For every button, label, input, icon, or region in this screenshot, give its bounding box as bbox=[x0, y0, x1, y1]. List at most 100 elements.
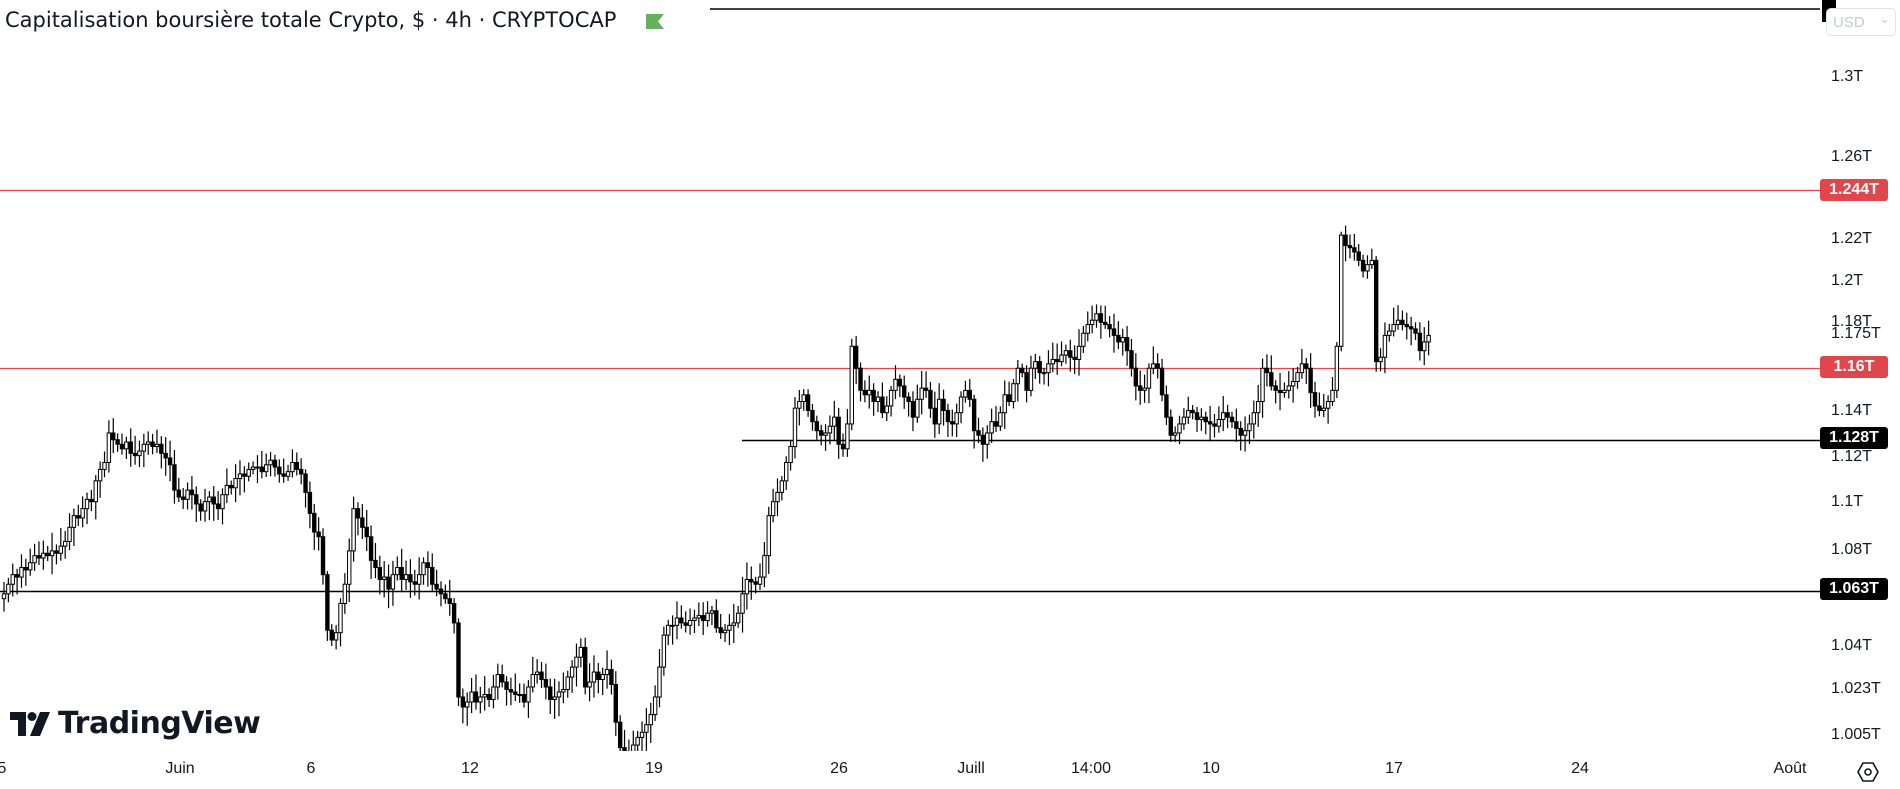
candle-down bbox=[281, 473, 286, 477]
price-axis-label: 1.08T bbox=[1831, 541, 1872, 558]
candle-down bbox=[1107, 324, 1112, 330]
candle-up bbox=[491, 686, 496, 700]
time-axis-label: Août bbox=[1773, 760, 1807, 777]
candle-up bbox=[1059, 354, 1064, 363]
candle-down bbox=[45, 552, 50, 557]
candle-down bbox=[714, 610, 719, 629]
candle-up bbox=[478, 696, 483, 703]
candle-down bbox=[194, 494, 199, 505]
gear-hexagon-icon[interactable] bbox=[1856, 760, 1880, 784]
candle-up bbox=[246, 468, 251, 477]
candle-up bbox=[775, 491, 780, 503]
candle-down bbox=[1207, 421, 1213, 425]
candle-down bbox=[701, 615, 706, 621]
candle-down bbox=[163, 452, 168, 459]
candle-up bbox=[84, 498, 90, 510]
candle-up bbox=[1422, 341, 1427, 352]
price-axis-label: 1.005T bbox=[1831, 726, 1881, 743]
candle-up bbox=[762, 555, 767, 578]
candle-down bbox=[810, 409, 815, 423]
candle-down bbox=[950, 421, 955, 425]
candle-up bbox=[884, 405, 889, 414]
price-axis-label: 1.12T bbox=[1831, 448, 1872, 465]
candle-up bbox=[591, 671, 597, 683]
candle-down bbox=[613, 683, 618, 723]
candle-down bbox=[513, 691, 518, 695]
candle-down bbox=[508, 688, 514, 693]
candle-down bbox=[596, 671, 601, 681]
candle-down bbox=[360, 517, 365, 528]
candle-down bbox=[932, 407, 938, 425]
candle-down bbox=[451, 602, 457, 624]
candle-up bbox=[779, 480, 785, 493]
candle-up bbox=[106, 432, 112, 464]
currency-select[interactable]: USD ⌄ bbox=[1826, 8, 1896, 36]
candle-up bbox=[233, 478, 238, 489]
candle-up bbox=[62, 540, 68, 547]
price-line-tag[interactable]: 1.16T bbox=[1820, 356, 1888, 378]
candle-up bbox=[224, 484, 230, 496]
candle-up bbox=[722, 629, 728, 634]
candle-down bbox=[993, 421, 999, 427]
candle-up bbox=[985, 432, 990, 445]
candle-down bbox=[945, 409, 951, 423]
candle-up bbox=[893, 378, 898, 391]
candle-up bbox=[395, 567, 400, 576]
price-line-tag[interactable]: 1.244T bbox=[1820, 179, 1888, 201]
candle-up bbox=[998, 412, 1003, 427]
candle-down bbox=[814, 421, 820, 432]
time-axis-label: 24 bbox=[1571, 760, 1589, 777]
candle-down bbox=[1068, 350, 1073, 358]
price-axis-label: 1.26T bbox=[1831, 148, 1872, 165]
market-status-flag-icon[interactable] bbox=[646, 14, 664, 29]
candle-down bbox=[412, 581, 417, 585]
candle-up bbox=[202, 501, 208, 512]
candle-down bbox=[1273, 385, 1278, 391]
price-line-tag[interactable]: 1.063T bbox=[1820, 578, 1888, 600]
candle-up bbox=[534, 671, 540, 676]
candle-up bbox=[32, 555, 37, 564]
currency-select-value: USD bbox=[1833, 14, 1865, 31]
candle-down bbox=[1164, 394, 1169, 418]
candle-up bbox=[1321, 407, 1326, 411]
candle-up bbox=[1151, 363, 1156, 369]
candle-down bbox=[473, 691, 479, 703]
candle-down bbox=[1190, 409, 1195, 414]
candle-up bbox=[867, 389, 872, 396]
time-axis-label: 14:00 bbox=[1070, 760, 1112, 777]
candle-up bbox=[648, 714, 653, 726]
candle-down bbox=[115, 439, 120, 445]
candle-down bbox=[858, 367, 863, 391]
candle-down bbox=[1020, 367, 1025, 374]
candle-up bbox=[1199, 416, 1204, 420]
candle-up bbox=[102, 462, 107, 470]
candle-down bbox=[159, 443, 164, 454]
candle-up bbox=[1221, 412, 1226, 420]
candle-up bbox=[482, 693, 487, 698]
candle-up bbox=[888, 389, 894, 407]
candle-down bbox=[609, 669, 614, 685]
tradingview-logo-text: TradingView bbox=[58, 706, 261, 741]
candle-up bbox=[657, 666, 662, 698]
tradingview-logo[interactable]: TradingView bbox=[10, 706, 261, 741]
candle-down bbox=[76, 515, 81, 519]
candle-up bbox=[290, 462, 295, 473]
candle-down bbox=[1352, 247, 1357, 253]
candle-down bbox=[818, 430, 824, 436]
candle-down bbox=[176, 489, 182, 498]
candle-down bbox=[259, 466, 265, 473]
candle-down bbox=[180, 496, 186, 500]
candle-up bbox=[565, 676, 570, 690]
candle-down bbox=[627, 753, 630, 758]
price-axis-label: 1.18T bbox=[1831, 313, 1872, 330]
price-line-tag[interactable]: 1.128T bbox=[1820, 427, 1888, 449]
candle-down bbox=[1103, 321, 1108, 326]
candle-up bbox=[1177, 423, 1182, 434]
candle-up bbox=[1216, 418, 1222, 427]
candle-up bbox=[67, 526, 72, 542]
candle-up bbox=[1181, 416, 1187, 425]
candle-up bbox=[154, 443, 160, 448]
candle-up bbox=[727, 624, 732, 631]
candle-down bbox=[460, 696, 466, 708]
